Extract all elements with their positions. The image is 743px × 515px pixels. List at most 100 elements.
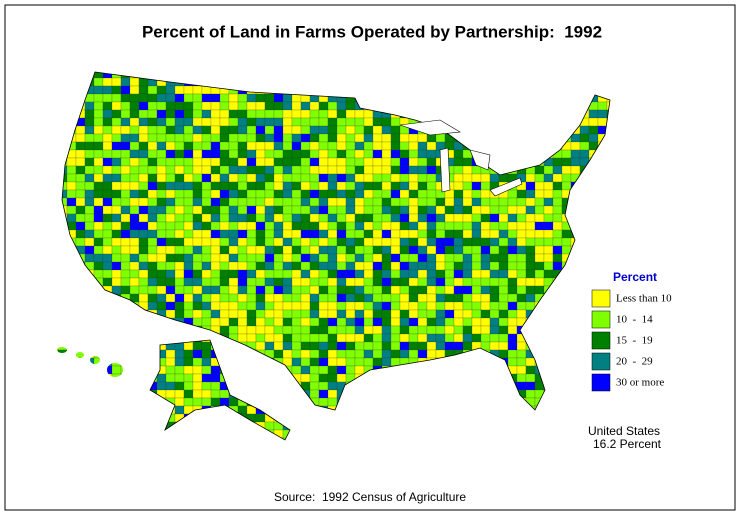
- county-cell: [543, 437, 554, 440]
- county-cell: [408, 101, 419, 111]
- legend-label: 15 - 19: [616, 335, 653, 347]
- county-cell: [40, 374, 49, 382]
- county-cell: [471, 229, 482, 239]
- county-cell: [93, 253, 104, 263]
- county-cell: [111, 269, 122, 279]
- county-cell: [166, 62, 175, 70]
- county-cell: [57, 173, 68, 183]
- county-cell: [84, 173, 95, 183]
- county-cell: [129, 85, 140, 95]
- county-cell: [102, 189, 113, 199]
- county-cell: [507, 333, 518, 343]
- county-cell: [291, 365, 302, 375]
- county-cell: [291, 261, 302, 271]
- county-cell: [120, 117, 131, 127]
- county-cell: [210, 277, 221, 287]
- county-cell: [66, 333, 77, 343]
- county-cell: [498, 293, 509, 303]
- county-cell: [408, 285, 419, 295]
- county-cell: [462, 389, 473, 399]
- county-cell: [264, 93, 275, 103]
- county-cell: [75, 197, 86, 207]
- county-cell: [318, 333, 329, 343]
- county-cell: [327, 205, 338, 215]
- county-cell: [102, 181, 113, 191]
- county-cell: [381, 325, 392, 335]
- county-cell: [273, 125, 284, 135]
- county-cell: [417, 77, 428, 87]
- county-cell: [390, 325, 401, 335]
- county-cell: [129, 365, 140, 375]
- county-cell: [102, 165, 113, 175]
- county-cell: [363, 405, 374, 415]
- county-cell: [138, 437, 149, 440]
- county-cell: [201, 309, 212, 319]
- county-cell: [264, 421, 275, 431]
- county-cell: [237, 245, 248, 255]
- county-cell: [390, 437, 401, 440]
- county-cell: [597, 277, 608, 287]
- county-cell: [399, 373, 410, 383]
- county-cell: [462, 405, 473, 415]
- county-cell: [237, 149, 248, 159]
- county-cell: [300, 357, 311, 367]
- county-cell: [210, 333, 221, 343]
- county-cell: [489, 317, 500, 327]
- county-cell: [390, 341, 401, 351]
- county-cell: [165, 165, 176, 175]
- county-cell: [435, 317, 446, 327]
- county-cell: [291, 389, 302, 399]
- county-cell: [282, 109, 293, 119]
- county-cell: [220, 62, 229, 70]
- county-cell: [93, 309, 104, 319]
- county-cell: [40, 438, 49, 446]
- county-cell: [255, 77, 266, 87]
- county-cell: [201, 389, 212, 399]
- county-cell: [444, 285, 455, 295]
- county-cell: [219, 285, 230, 295]
- county-cell: [201, 341, 212, 351]
- county-cell: [102, 109, 113, 119]
- county-cell: [462, 285, 473, 295]
- county-cell: [102, 333, 113, 343]
- county-cell: [273, 269, 284, 279]
- county-cell: [192, 229, 203, 239]
- county-cell: [40, 326, 49, 334]
- county-cell: [210, 245, 221, 255]
- county-cell: [444, 261, 455, 271]
- county-cell: [67, 446, 76, 454]
- county-cell: [408, 437, 419, 440]
- county-cell: [318, 237, 329, 247]
- county-cell: [57, 205, 68, 215]
- county-cell: [390, 373, 401, 383]
- summary-value: 16.2 Percent: [593, 437, 662, 451]
- county-cell: [219, 229, 230, 239]
- county-cell: [237, 437, 248, 440]
- county-cell: [507, 429, 518, 439]
- county-cell: [525, 381, 536, 391]
- county-cell: [102, 197, 113, 207]
- county-cell: [57, 397, 59, 407]
- county-cell: [498, 413, 509, 423]
- county-cell: [102, 117, 113, 127]
- county-cell: [93, 429, 104, 439]
- county-cell: [120, 149, 131, 159]
- county-cell: [237, 389, 248, 399]
- county-cell: [120, 317, 131, 327]
- county-cell: [543, 109, 554, 119]
- county-cell: [534, 285, 545, 295]
- county-cell: [354, 437, 365, 440]
- county-cell: [66, 245, 77, 255]
- county-cell: [462, 72, 473, 79]
- county-cell: [246, 437, 257, 440]
- county-cell: [111, 205, 122, 215]
- county-cell: [462, 293, 473, 303]
- county-cell: [219, 109, 230, 119]
- county-cell: [156, 405, 167, 415]
- county-cell: [363, 141, 374, 151]
- county-cell: [498, 149, 509, 159]
- county-cell: [580, 62, 589, 70]
- county-cell: [444, 373, 455, 383]
- county-cell: [300, 405, 311, 415]
